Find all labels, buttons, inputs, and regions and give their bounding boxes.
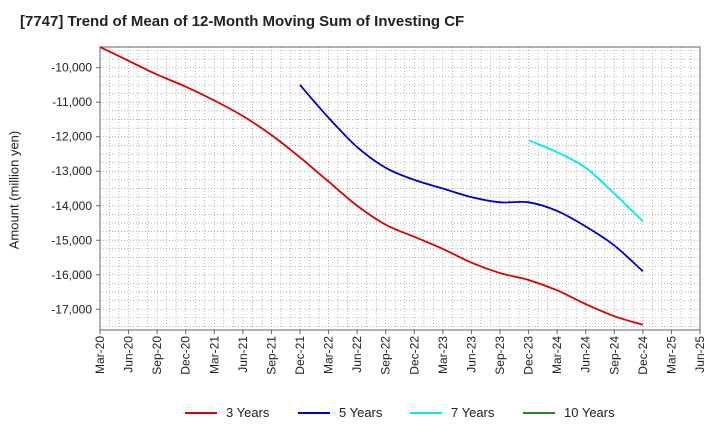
y-tick-label: -17,000 — [51, 302, 92, 316]
legend: 3 Years 5 Years 7 Years 10 Years — [0, 405, 720, 427]
series-line-7-years — [528, 139, 644, 222]
series-line-5-years — [299, 84, 644, 272]
x-tick-label: Sep-20 — [150, 336, 164, 375]
legend-label: 7 Years — [451, 405, 495, 420]
x-tick-label: Dec-24 — [636, 336, 650, 375]
x-tick-label: Jun-24 — [579, 336, 593, 373]
plot-frame — [99, 46, 701, 331]
x-tick-label: Sep-21 — [264, 336, 278, 375]
legend-item-5-years: 5 Years — [298, 405, 382, 420]
legend-label: 3 Years — [226, 405, 270, 420]
chart-title: [7747] Trend of Mean of 12-Month Moving … — [20, 13, 465, 30]
series-line-3-years — [99, 46, 644, 326]
y-tick-label: -10,000 — [51, 61, 92, 75]
y-tick-label: -11,000 — [52, 95, 92, 109]
y-tick-label: -14,000 — [51, 199, 92, 213]
x-tick-label: Sep-24 — [607, 336, 621, 375]
x-tick-label: Dec-22 — [407, 336, 421, 375]
x-tick-label: Mar-25 — [664, 336, 678, 374]
y-tick-label: -12,000 — [51, 130, 92, 144]
x-tick-label: Sep-23 — [493, 336, 507, 375]
legend-item-10-years: 10 Years — [523, 405, 615, 420]
x-tick-label: Jun-25 — [693, 336, 707, 373]
x-tick-label: Mar-20 — [93, 336, 107, 374]
legend-swatch — [523, 411, 555, 414]
y-tick-label: -16,000 — [51, 268, 92, 282]
legend-label: 10 Years — [564, 405, 615, 420]
x-tick-label: Jun-23 — [464, 336, 478, 373]
axis-layer: -17,000 -16,000 -15,000 -14,000 -13,000 -12,0… — [51, 46, 707, 375]
legend-item-7-years: 7 Years — [410, 405, 494, 420]
x-tick-label: Dec-20 — [179, 336, 193, 375]
legend-swatch — [298, 411, 330, 414]
x-tick-label: Mar-24 — [550, 336, 564, 374]
y-tick-label: -15,000 — [51, 233, 92, 247]
legend-swatch — [185, 411, 217, 414]
x-tick-label: Jun-21 — [236, 336, 250, 373]
x-tick-label: Dec-21 — [293, 336, 307, 375]
x-tick-label: Mar-22 — [322, 336, 336, 374]
x-tick-label: Dec-23 — [522, 336, 536, 375]
legend-label: 5 Years — [339, 405, 383, 420]
legend-swatch — [410, 411, 442, 414]
x-tick-label: Sep-22 — [379, 336, 393, 375]
x-tick-label: Mar-21 — [207, 336, 221, 374]
series-layer — [99, 46, 644, 326]
y-tick-label: -13,000 — [51, 164, 92, 178]
x-tick-label: Mar-23 — [436, 336, 450, 374]
x-tick-label: Jun-22 — [350, 336, 364, 373]
legend-item-3-years: 3 Years — [185, 405, 269, 420]
x-tick-label: Jun-20 — [122, 336, 136, 373]
